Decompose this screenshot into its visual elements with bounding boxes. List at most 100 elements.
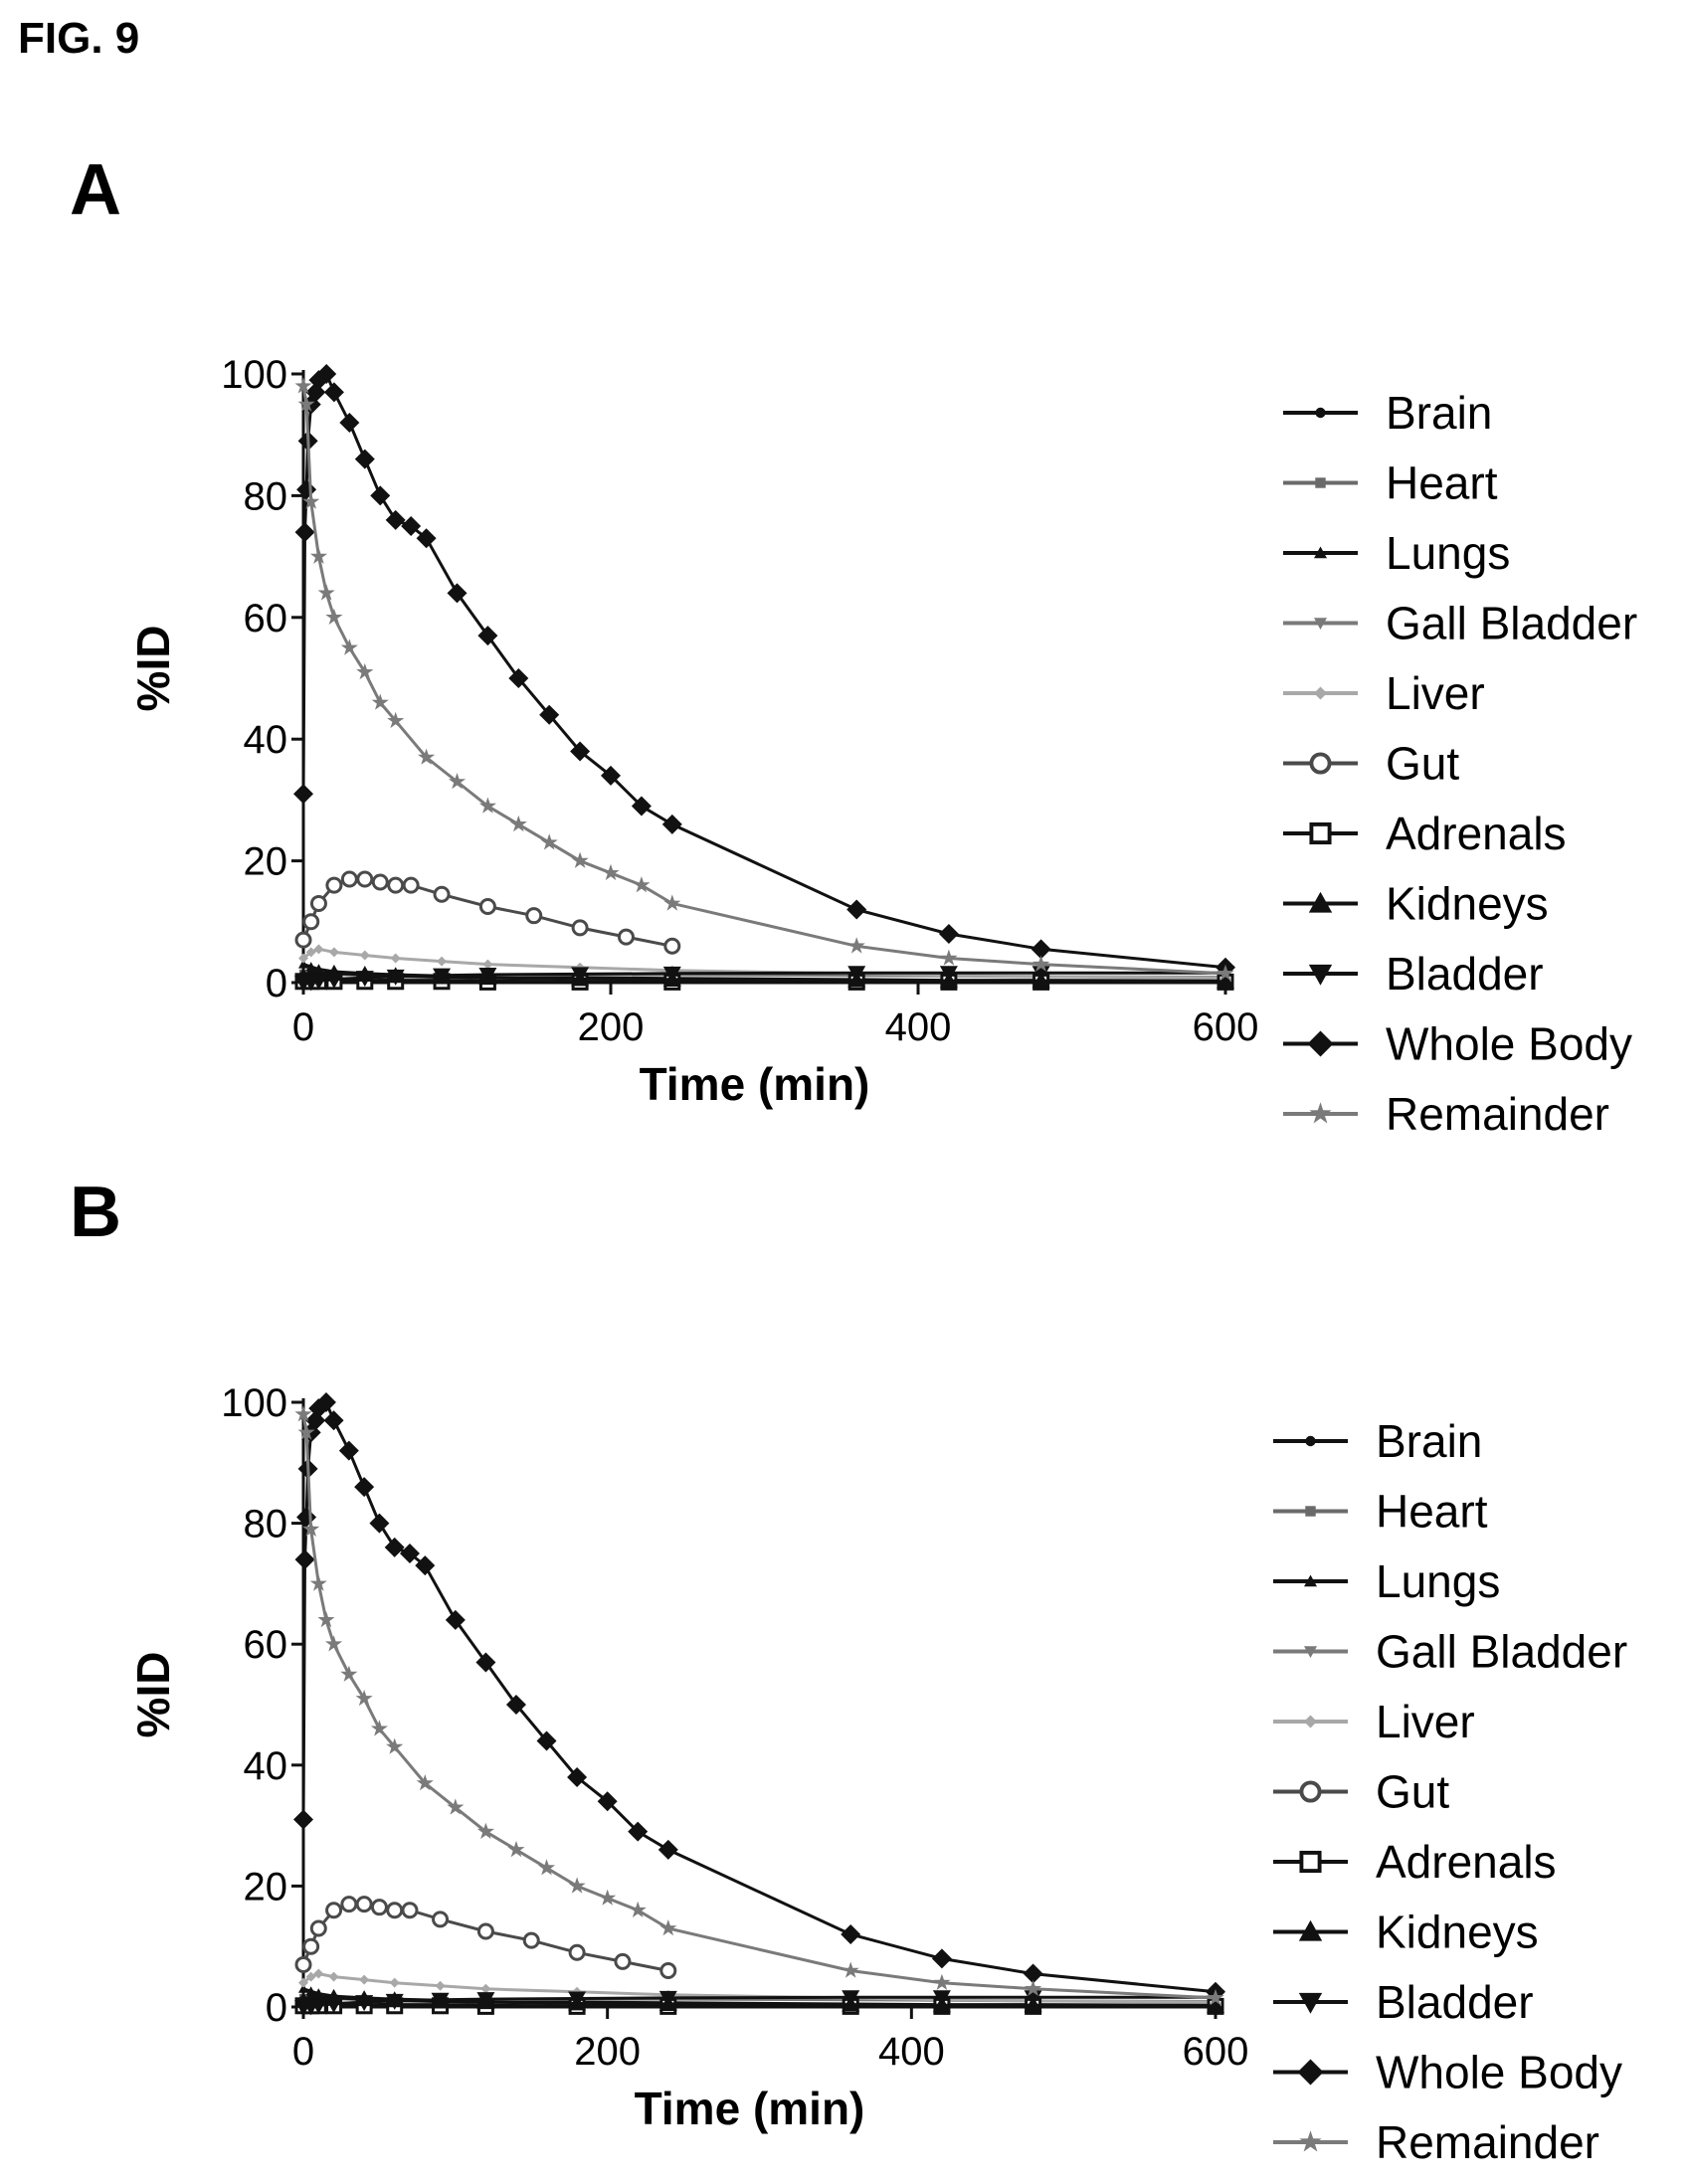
panel-b-series-whole-body	[293, 1392, 1225, 2002]
panel-b-point-bladder	[932, 1990, 951, 2007]
panel-a-point-remainder	[340, 638, 358, 655]
panel-b-point-gut	[401, 1902, 419, 1919]
panel-a-point-bladder	[324, 972, 343, 989]
panel-b-point-bladder	[385, 1993, 404, 2010]
panel-a-point-whole-body	[416, 528, 437, 549]
panel-b-point-remainder	[659, 1919, 677, 1936]
panel-b-legend-marker-lungs	[1304, 1574, 1317, 1587]
panel-a-point-remainder	[478, 797, 496, 814]
panel-b-point-bladder	[431, 1992, 450, 2009]
panel-b-legend: Brain Heart Lungs Gall Bladder Liver Gut Adren…	[1273, 1415, 1627, 2168]
panel-b-legend-marker-adrenals	[1299, 1850, 1322, 1874]
panel-a-point-remainder	[302, 492, 320, 509]
panel-b-point-whole-body	[338, 1440, 359, 1461]
panel-b-legend-label-gall-bladder: Gall Bladder	[1376, 1626, 1627, 1678]
panel-b-point-whole-body	[628, 1821, 649, 1842]
panel-a-point-remainder	[1217, 964, 1234, 982]
panel-a-point-liver	[482, 959, 493, 970]
panel-b-point-remainder	[538, 1859, 556, 1876]
panel-b-point-whole-body	[505, 1695, 526, 1715]
panel-a-x-tick-label: 0	[292, 1005, 314, 1049]
panel-a-point-remainder	[371, 693, 389, 710]
panel-b-y-axis-title: %ID	[127, 1652, 179, 1738]
panel-a-point-whole-body	[294, 522, 315, 543]
panel-a-point-whole-body	[401, 516, 422, 536]
panel-b-point-whole-body	[841, 1924, 861, 1945]
panel-a-legend-label-whole-body: Whole Body	[1386, 1018, 1632, 1070]
panel-a-point-bladder	[847, 966, 866, 983]
panel-b-legend-label-lungs: Lungs	[1376, 1555, 1500, 1607]
panel-b-point-liver	[435, 1980, 446, 1991]
panel-a-point-whole-body	[385, 509, 406, 530]
panel-b-point-whole-body	[597, 1791, 618, 1812]
panel-b-point-remainder	[297, 1423, 315, 1440]
panel-b-legend-label-heart: Heart	[1376, 1486, 1488, 1538]
panel-b-point-remainder	[568, 1877, 586, 1894]
panel-b-point-gut	[432, 1911, 450, 1928]
panel-a-point-bladder	[571, 967, 590, 984]
panel-a-point-liver	[359, 950, 370, 961]
panel-b-legend-label-brain: Brain	[1376, 1415, 1482, 1467]
panel-b-legend-label-whole-body: Whole Body	[1376, 2047, 1622, 2098]
panel-b-legend-label-gut: Gut	[1376, 1766, 1449, 1818]
panel-a-point-bladder	[433, 968, 452, 985]
panel-a-legend-marker-kidneys	[1308, 891, 1333, 913]
panel-b-legend-marker-kidneys	[1298, 1919, 1323, 1941]
panel-a-y-tick-label: 20	[244, 840, 288, 884]
panel-b-point-whole-body	[399, 1544, 420, 1563]
panel-b-point-remainder	[933, 1973, 951, 1990]
panel-b-x-tick-label: 400	[878, 2030, 945, 2074]
panel-a-legend-marker-adrenals	[1309, 821, 1332, 845]
panel-a-point-gut	[525, 907, 543, 925]
panel-a-y-tick-label: 0	[266, 962, 287, 1005]
panel-b-point-whole-body	[475, 1652, 496, 1673]
panel-a-point-remainder	[448, 773, 467, 790]
panel-b-point-gut	[476, 1922, 494, 1940]
panel-b-point-gut	[568, 1943, 586, 1961]
panel-b-point-remainder	[842, 1961, 859, 1978]
panel-b-line-remainder	[301, 1413, 1217, 2000]
panel-b-point-bladder	[309, 1998, 328, 2015]
panel-b-legend-marker-remainder	[1299, 2130, 1322, 2152]
panel-a-point-bladder	[309, 974, 328, 991]
panel-a-point-gut	[387, 876, 405, 894]
panel-a-point-liver	[298, 953, 308, 964]
panel-b-point-whole-body	[567, 1766, 588, 1787]
panel-a-legend-marker-lungs	[1314, 546, 1327, 559]
panel-a-point-whole-body	[508, 668, 529, 688]
panel-b-point-gut	[370, 1899, 388, 1916]
panel-a-point-remainder	[663, 894, 681, 911]
panel-a-point-whole-body	[938, 924, 959, 945]
panel-b-point-gut	[522, 1931, 540, 1949]
panel-a-x-axis-title: Time (min)	[640, 1058, 870, 1110]
panel-b-point-bladder	[568, 1991, 587, 2008]
panel-b-point-gut	[294, 1955, 312, 1973]
panel-b-point-liver	[328, 1971, 339, 1982]
panel-b-point-remainder	[309, 1574, 327, 1591]
panel-b-point-bladder	[324, 1996, 343, 2013]
panel-a-line-whole-body	[301, 371, 1226, 970]
panel-a-y-tick-label: 60	[244, 597, 288, 640]
panel-a-legend-marker-brain	[1315, 407, 1326, 419]
panel-b-point-whole-body	[294, 1549, 315, 1570]
panel-b-chart: 0 20 40 60 80 100 0 200 400 600 Time (min) %ID Brain…	[127, 1381, 1627, 2168]
panel-a-point-gut	[663, 937, 681, 955]
panel-a-point-gut	[325, 876, 343, 894]
panel-b-point-whole-body	[384, 1537, 405, 1557]
panel-a-point-liver	[390, 953, 401, 964]
panel-b-point-liver	[359, 1974, 370, 1985]
panel-a-point-gut	[402, 876, 420, 894]
panel-b-point-whole-body	[293, 1809, 313, 1830]
panel-a-point-gut	[340, 870, 358, 888]
panel-b-legend-marker-brain	[1305, 1435, 1316, 1447]
panel-b-point-remainder	[370, 1720, 388, 1736]
panel-a-y-tick-label: 80	[244, 474, 288, 518]
panel-a-letter: A	[70, 150, 121, 230]
panel-a-point-bladder	[939, 966, 958, 983]
panel-a-point-gut	[294, 931, 312, 949]
panel-b-point-remainder	[507, 1840, 525, 1858]
panel-a-point-whole-body	[570, 741, 591, 762]
panel-a-point-gut	[617, 928, 635, 946]
panel-a-point-gut	[302, 913, 320, 931]
panel-a-point-whole-body	[339, 412, 360, 433]
